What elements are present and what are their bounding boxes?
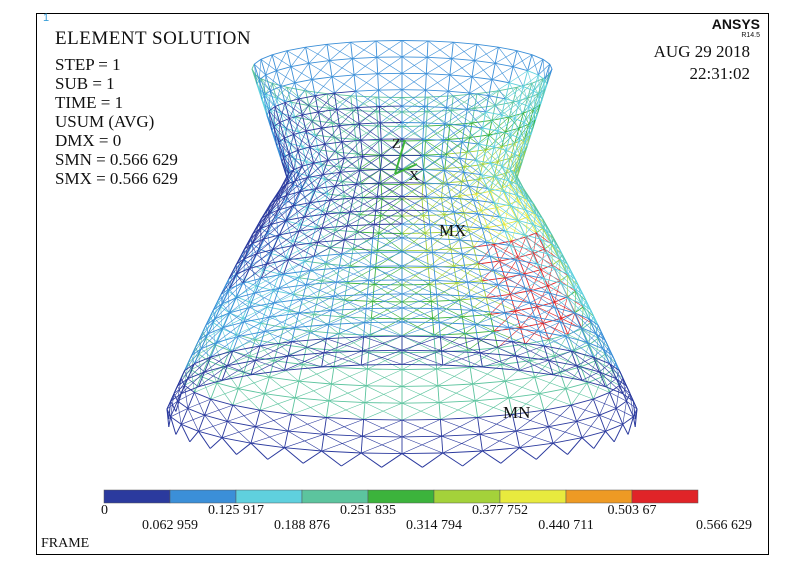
ansys-logo: ANSYS bbox=[711, 16, 760, 32]
legend-upper-label: 0.125 917 bbox=[208, 503, 264, 518]
time-label: 22:31:02 bbox=[689, 64, 750, 83]
info-dmx: DMX = 0 bbox=[55, 131, 122, 150]
legend-segment bbox=[103, 489, 171, 504]
legend-segment bbox=[499, 489, 567, 504]
info-time: TIME = 1 bbox=[55, 93, 124, 112]
legend-upper-label: 0.251 835 bbox=[340, 503, 396, 518]
legend-upper-label: 0.377 752 bbox=[472, 503, 528, 518]
legend-segment bbox=[169, 489, 237, 504]
legend-segment bbox=[565, 489, 633, 504]
legend-lower-label: 0.062 959 bbox=[142, 518, 198, 533]
legend-segment bbox=[631, 489, 699, 504]
axis-x-label: X bbox=[409, 169, 419, 184]
graphics-window: 1 ELEMENT SOLUTION STEP = 1 SUB = 1 TIME… bbox=[36, 12, 769, 555]
axis-z-label: Z bbox=[392, 137, 401, 152]
legend-color-bar bbox=[103, 489, 699, 504]
legend-segment bbox=[235, 489, 303, 504]
legend-upper-label: 0.503 67 bbox=[607, 503, 657, 518]
legend-lower-label: 0.566 629 bbox=[696, 518, 752, 533]
legend-segment bbox=[367, 489, 435, 504]
coordinate-triad-icon: Z X bbox=[392, 137, 419, 184]
window-number: 1 bbox=[43, 12, 50, 24]
min-marker: MN bbox=[503, 403, 530, 422]
legend-lower-label: 0.314 794 bbox=[406, 518, 462, 533]
contour-plot: Z X MX MN bbox=[103, 40, 699, 504]
lattice-mesh bbox=[166, 40, 638, 468]
legend-lower-label: 0.440 711 bbox=[538, 518, 594, 533]
info-sub: SUB = 1 bbox=[55, 74, 115, 93]
legend-segment bbox=[301, 489, 369, 504]
date-label: AUG 29 2018 bbox=[653, 42, 750, 61]
frame-label: FRAME bbox=[41, 536, 90, 551]
info-smn: SMN = 0.566 629 bbox=[55, 150, 178, 169]
legend-lower-label: 0.188 876 bbox=[274, 518, 330, 533]
version-label: R14.5 bbox=[741, 32, 760, 39]
legend-upper-label: 0 bbox=[101, 503, 108, 518]
info-usum: USUM (AVG) bbox=[55, 112, 155, 131]
max-marker: MX bbox=[439, 221, 466, 240]
legend-segment bbox=[433, 489, 501, 504]
result-title: ELEMENT SOLUTION bbox=[55, 28, 252, 49]
info-smx: SMX = 0.566 629 bbox=[55, 169, 178, 188]
info-step: STEP = 1 bbox=[55, 55, 121, 74]
